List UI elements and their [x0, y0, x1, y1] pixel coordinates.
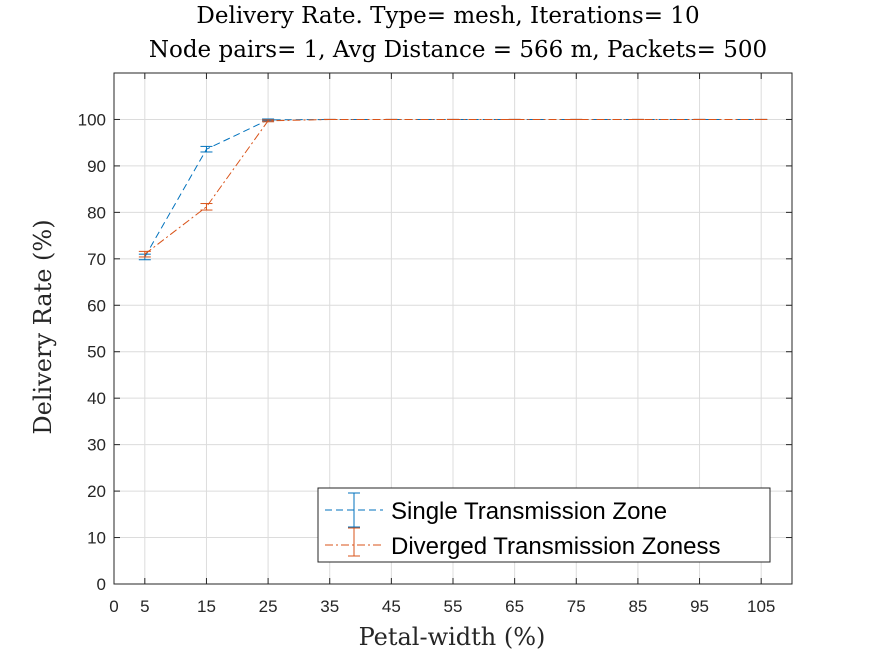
- chart-title-line-1: Delivery Rate. Type= mesh, Iterations= 1…: [196, 3, 699, 29]
- x-tick-label: 15: [197, 597, 216, 616]
- y-tick-label: 10: [87, 529, 106, 548]
- x-tick-label: 0: [109, 597, 118, 616]
- x-tick-label: 55: [444, 597, 463, 616]
- x-ticks: 0 5 15 25 35 45 55 65 75 85 95 105: [109, 73, 775, 616]
- x-tick-label: 95: [690, 597, 709, 616]
- legend-entry-diverged-transmission-zoness: Diverged Transmission Zoness: [325, 527, 720, 560]
- y-ticks: 0 10 20 30 40 50 60 70 80 90 100: [78, 110, 792, 594]
- y-tick-label: 70: [87, 250, 106, 269]
- legend-label-single: Single Transmission Zone: [391, 498, 667, 525]
- x-tick-label: 75: [567, 597, 586, 616]
- y-axis-label: Delivery Rate (%): [29, 219, 57, 434]
- legend-label-diverged: Diverged Transmission Zoness: [391, 533, 720, 560]
- series-1: [138, 118, 768, 258]
- y-tick-label: 0: [97, 575, 106, 594]
- y-tick-label: 30: [87, 436, 106, 455]
- y-tick-label: 20: [87, 482, 106, 501]
- y-tick-label: 90: [87, 157, 106, 176]
- x-tick-label: 85: [628, 597, 647, 616]
- y-tick-label: 40: [87, 389, 106, 408]
- x-tick-label: 25: [259, 597, 278, 616]
- error-bar: [138, 250, 151, 258]
- error-bar: [200, 145, 213, 153]
- error-bar: [262, 119, 275, 123]
- plot-series: [138, 118, 768, 261]
- x-tick-label: 105: [747, 597, 775, 616]
- y-tick-label: 80: [87, 203, 106, 222]
- error-bar: [200, 203, 213, 211]
- x-tick-label: 65: [505, 597, 524, 616]
- x-tick-label: 5: [140, 597, 149, 616]
- y-tick-label: 60: [87, 296, 106, 315]
- x-axis-label: Petal-width (%): [359, 623, 546, 651]
- legend-entry-single-transmission-zone: Single Transmission Zone: [325, 492, 667, 528]
- chart-title-line-2: Node pairs= 1, Avg Distance = 566 m, Pac…: [149, 37, 767, 63]
- y-tick-label: 100: [78, 110, 106, 129]
- y-tick-label: 50: [87, 343, 106, 362]
- x-tick-label: 35: [320, 597, 339, 616]
- x-tick-label: 45: [382, 597, 401, 616]
- legend[interactable]: Single Transmission Zone Diverged Transm…: [317, 487, 771, 563]
